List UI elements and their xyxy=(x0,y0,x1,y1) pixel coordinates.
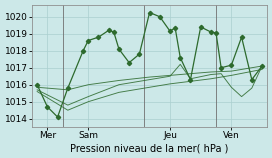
X-axis label: Pression niveau de la mer( hPa ): Pression niveau de la mer( hPa ) xyxy=(70,143,229,153)
